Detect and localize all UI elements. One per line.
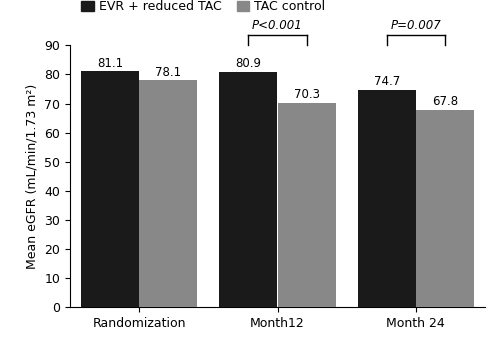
Bar: [358, 90, 416, 307]
Text: 74.7: 74.7: [374, 75, 400, 88]
Bar: [139, 80, 198, 307]
Bar: [81, 71, 139, 307]
Bar: [278, 103, 336, 307]
Text: 67.8: 67.8: [432, 96, 458, 109]
Text: P<0.001: P<0.001: [252, 19, 303, 32]
Text: P=0.007: P=0.007: [390, 19, 441, 32]
Bar: [416, 110, 474, 307]
Text: 81.1: 81.1: [97, 57, 123, 70]
Bar: [220, 72, 278, 307]
Legend: EVR + reduced TAC, TAC control: EVR + reduced TAC, TAC control: [76, 0, 330, 18]
Text: 80.9: 80.9: [236, 57, 262, 70]
Text: 78.1: 78.1: [155, 66, 182, 79]
Text: 70.3: 70.3: [294, 88, 320, 101]
Y-axis label: Mean eGFR (mL/min/1.73 m²): Mean eGFR (mL/min/1.73 m²): [26, 84, 38, 269]
